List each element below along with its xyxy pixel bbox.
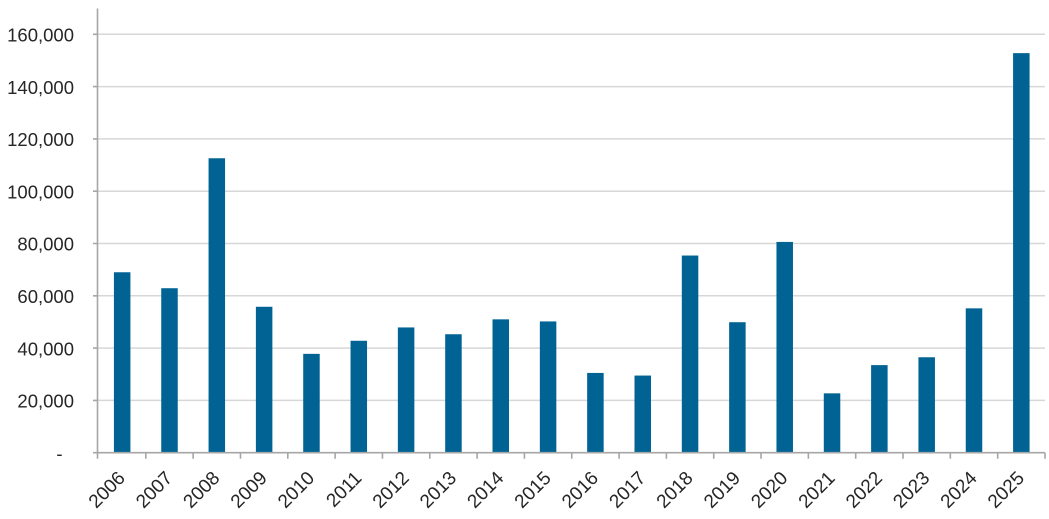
svg-text:60,000: 60,000 [17, 286, 74, 307]
svg-text:40,000: 40,000 [17, 338, 74, 359]
svg-text:120,000: 120,000 [7, 129, 74, 150]
svg-text:140,000: 140,000 [7, 77, 74, 98]
svg-text:20,000: 20,000 [17, 391, 74, 412]
svg-text:-: - [56, 443, 62, 464]
svg-text:80,000: 80,000 [17, 234, 74, 255]
svg-text:160,000: 160,000 [7, 25, 74, 46]
svg-text:100,000: 100,000 [7, 181, 74, 202]
